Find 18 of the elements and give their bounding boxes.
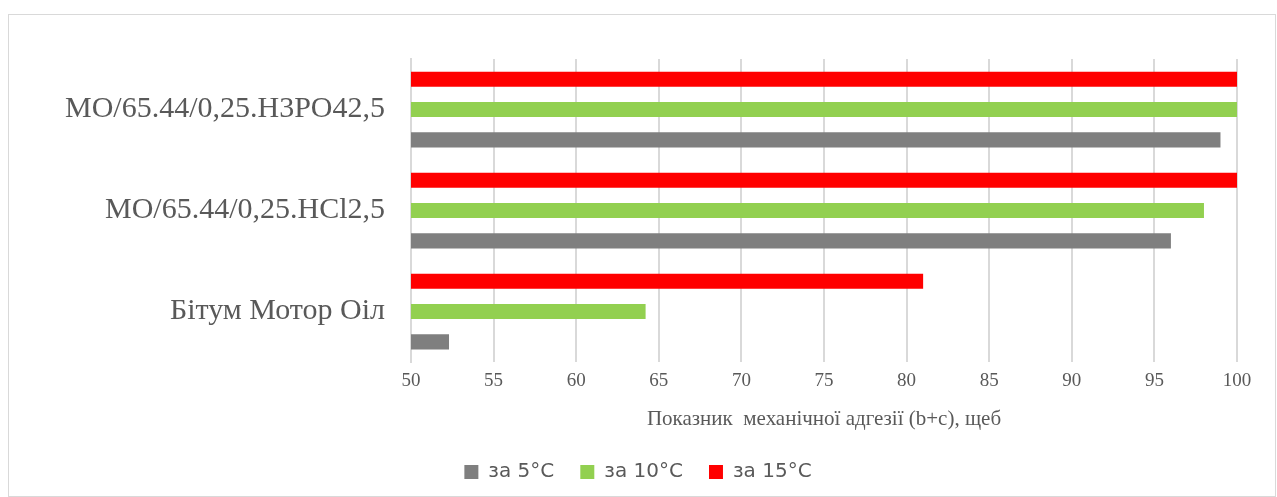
x-tick-label: 65: [649, 369, 669, 391]
y-tick-label: Бітум Мотор Оіл: [169, 292, 386, 326]
x-tick-label: 50: [401, 369, 421, 391]
y-tick-label: MO/65.44/0,25.HCl2,5: [104, 191, 386, 225]
legend-label: за 15°C: [732, 458, 812, 483]
x-tick-label: 85: [979, 369, 999, 391]
x-tick-label: 75: [814, 369, 834, 391]
legend-label: за 5°C: [488, 458, 555, 483]
x-tick-label: 90: [1062, 369, 1082, 391]
x-axis-title: Показник механічної адгезії (b+c), щеб: [646, 405, 1002, 430]
x-tick-label: 70: [731, 369, 751, 391]
x-tick-label: 55: [484, 369, 504, 391]
x-tick-label: 80: [897, 369, 917, 391]
y-tick-label: MO/65.44/0,25.H3PO42,5: [64, 90, 386, 124]
x-tick-label: 60: [566, 369, 586, 391]
legend-label: за 10°C: [604, 458, 683, 483]
x-tick-label: 95: [1144, 369, 1164, 391]
x-tick-label: 100: [1222, 369, 1252, 391]
